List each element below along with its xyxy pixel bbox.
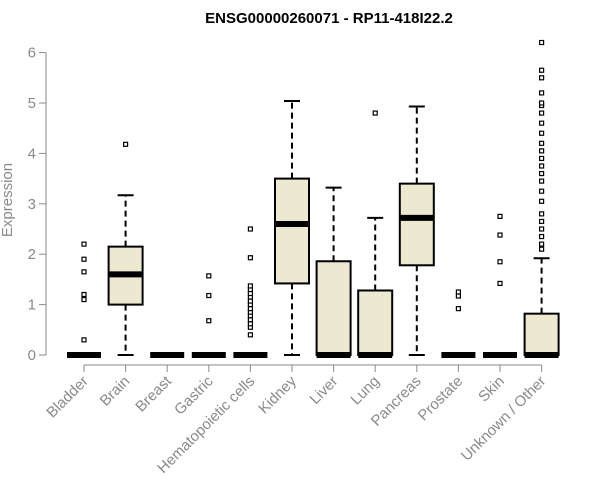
outlier-point [497,280,503,287]
box-rect [357,289,394,357]
box-liver [315,186,352,358]
outlier-point [455,306,461,312]
outlier-point [538,75,545,81]
outlier-point [538,211,545,217]
outlier-point [206,273,212,279]
outlier-point [538,155,545,162]
outlier-point [538,226,545,232]
outlier-point [538,241,545,247]
outlier-point [247,283,253,289]
box-prostate [441,289,476,358]
outlier-point [247,298,253,304]
outlier-point [81,256,87,262]
x-tick-label: Bladder [43,373,92,422]
outlier-point [81,296,87,303]
outlier-point [81,337,87,343]
x-tick-label: Brain [97,373,134,410]
x-tick-label: Prostate [415,373,467,425]
x-tick-label: Kidney [255,372,300,417]
y-tick-label: 2 [28,246,36,263]
box-rect [315,260,352,357]
x-tick-label: Breast [132,372,175,415]
box-gastric [191,273,226,358]
outlier-point [372,110,378,116]
box-kidney [274,99,310,356]
outlier-point [247,321,253,327]
outlier-point [538,218,545,225]
outlier-point [538,120,545,126]
outlier-point [206,292,212,299]
outlier-point [497,232,503,238]
outlier-point [247,332,253,338]
box-bladder [67,241,101,358]
x-tick-label: Skin [475,373,508,406]
outlier-point [538,130,545,136]
outlier-point [538,246,545,252]
x-tick-label: Lung [347,373,383,409]
outlier-point [247,226,253,232]
outlier-point [206,318,212,324]
outlier-point [538,148,545,154]
y-tick-label: 1 [28,297,36,314]
y-axis: 0 1 2 3 4 5 6 [28,45,47,364]
box-rect [523,312,560,356]
box-brain [107,141,144,356]
outlier-point [538,39,545,46]
outlier-point [538,170,545,177]
x-tick-label: Liver [306,373,341,408]
box-unknown-other [523,39,560,358]
box-hematopoietic-cells [233,226,268,358]
outlier-point [538,178,545,184]
box-pancreas [398,105,435,356]
outlier-point [538,163,545,169]
outlier-point [247,306,253,312]
outlier-point [497,259,503,265]
outlier-point [538,140,545,146]
y-tick-label: 6 [28,45,36,62]
y-tick-label: 0 [28,347,36,364]
y-tick-label: 3 [28,196,36,213]
box-rect [274,177,310,285]
outlier-point [538,110,545,116]
box-group [67,39,560,358]
box-skin [483,213,517,358]
outlier-point [497,213,503,219]
outlier-point [122,141,129,147]
y-tick-label: 5 [28,95,36,112]
outlier-point [455,293,461,299]
chart-title: ENSG00000260071 - RP11-418I22.2 [205,10,453,27]
outlier-point [538,198,545,204]
box-lung [357,110,394,358]
outlier-point [455,289,461,295]
outlier-point [247,290,253,297]
outlier-point [538,100,545,106]
outlier-point [538,233,545,240]
outlier-point [247,317,253,323]
outlier-point [538,67,545,73]
outlier-point [81,241,87,247]
outlier-point [538,90,545,96]
outlier-point [81,291,87,298]
outlier-point [247,255,253,261]
box-rect [398,182,435,267]
y-axis-label: Expression [0,163,16,237]
outlier-point [538,188,545,194]
y-tick-label: 4 [28,145,36,162]
outlier-point [81,269,87,275]
